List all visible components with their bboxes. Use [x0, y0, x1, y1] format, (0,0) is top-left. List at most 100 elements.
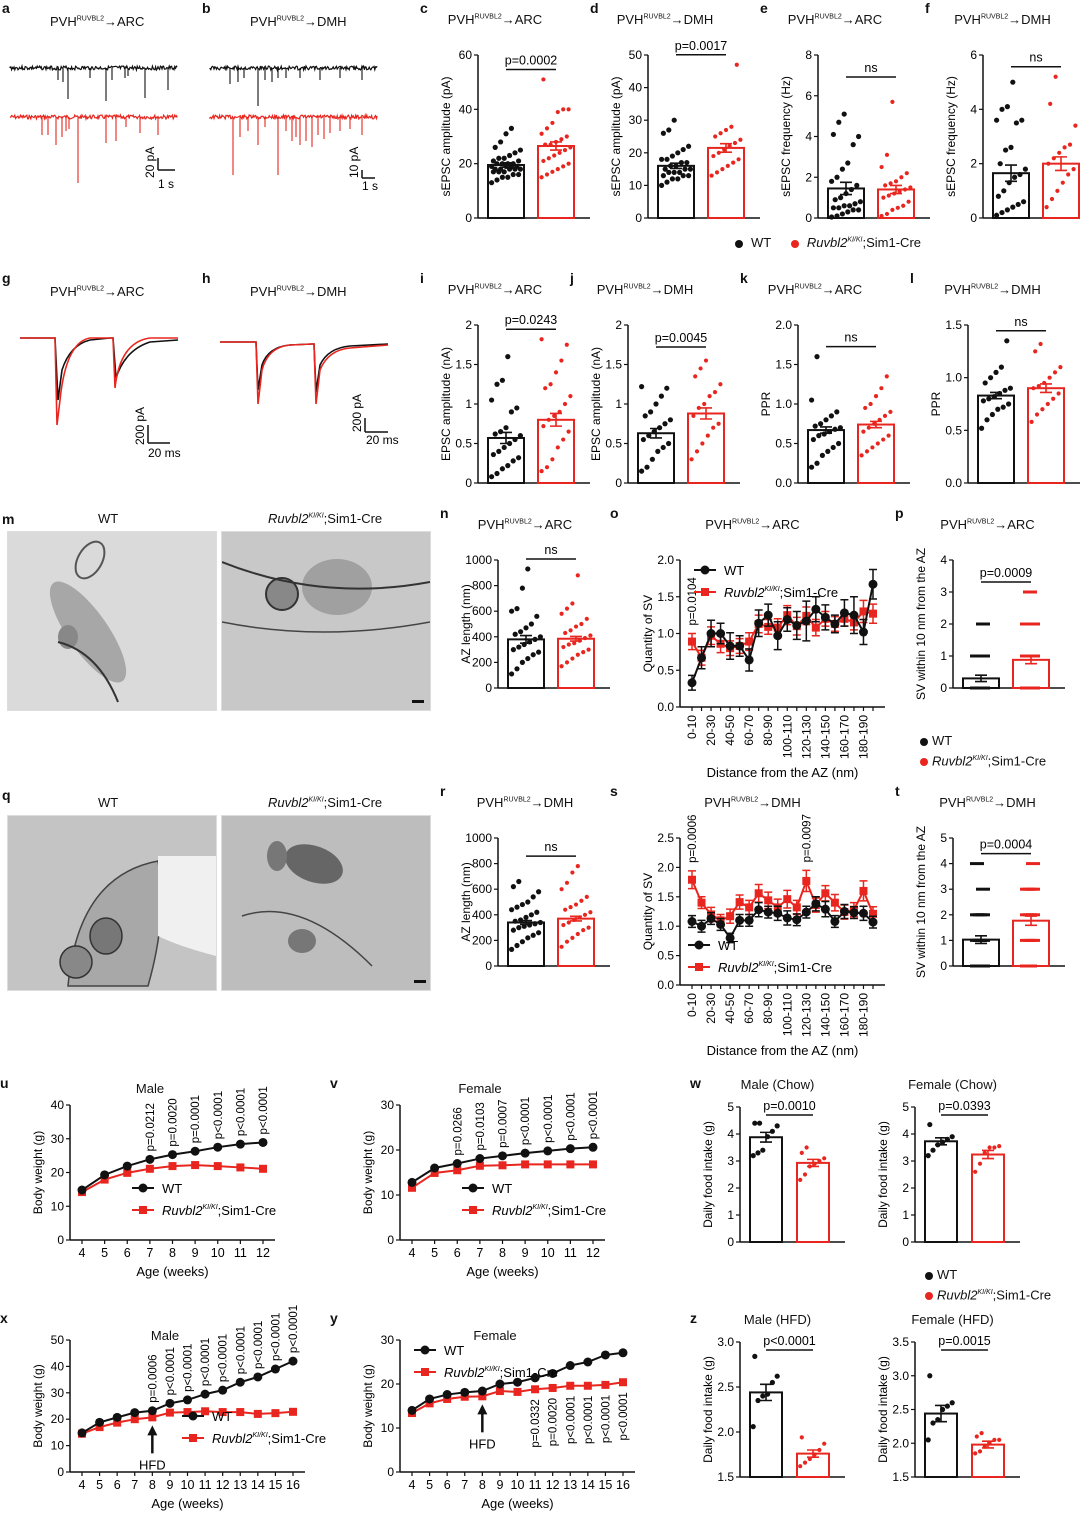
data-point [407, 1405, 417, 1415]
chart-x: x Male 0 10 20 30 40 50 Body weight (g) 4 5 6 7 8 9 10 1… [0, 1305, 330, 1528]
data-point [147, 1406, 157, 1416]
ki-trace [209, 112, 378, 175]
panel-label: i [420, 270, 424, 286]
data-point [548, 382, 553, 387]
y-tick-label: 1.5 [455, 358, 472, 372]
panel-title: PVHRUVBL2→DMH [250, 284, 347, 299]
data-point [503, 425, 509, 431]
data-point [700, 441, 705, 446]
data-point [763, 907, 773, 917]
wt-dot-icon [735, 239, 743, 248]
data-point [509, 907, 515, 913]
data-point [579, 621, 584, 627]
y-tick-label: 0.5 [657, 949, 674, 963]
data-point [550, 120, 555, 126]
data-point [489, 474, 495, 480]
y-tick-label: 200 [472, 655, 492, 669]
data-point [478, 1392, 487, 1401]
data-point [518, 629, 524, 635]
data-point [517, 166, 523, 172]
chart-o: o PVHRUVBL2→ARC 0.0 0.5 1.0 1.5 2.0 Quantity of… [610, 505, 895, 780]
line-chart-svg: 0 10 20 30 Body weight (g) 4 5 6 7 8 9 10 11 12 Age (w… [361, 1091, 606, 1279]
panel-title: Female [473, 1328, 517, 1343]
data-point [258, 1137, 268, 1147]
data-point [828, 413, 834, 419]
y-tick-label: 3.0 [892, 1369, 909, 1383]
data-point [980, 398, 986, 404]
error-bar [935, 1404, 947, 1423]
y-tick-label: 20 [51, 1166, 65, 1180]
data-point [165, 1398, 175, 1408]
error-bar [820, 426, 832, 435]
data-point [1004, 338, 1010, 344]
y-tick-label: 1.5 [775, 358, 792, 372]
data-point [666, 127, 672, 133]
legend-wt: WT [694, 563, 744, 578]
x-tick-label: 7 [146, 1246, 153, 1260]
panel-label: f [925, 0, 930, 16]
data-point [764, 896, 773, 905]
data-point [752, 1120, 758, 1126]
data-point [711, 153, 716, 159]
data-point [868, 401, 873, 407]
legend-wt: WT [414, 1343, 464, 1358]
wt-trace [20, 337, 179, 401]
y-tick-label: 2.0 [657, 860, 674, 874]
panel-label: d [590, 0, 599, 16]
bar-wt [924, 1412, 958, 1479]
y-axis-label: Body weight (g) [31, 1364, 45, 1447]
panel-title: Male [135, 1081, 165, 1096]
y-tick-label: 0 [615, 476, 622, 490]
chart-d: d PVHRUVBL2→DMH 0 10 20 30 40 50 sEPSC amplitude… [590, 0, 760, 225]
y-tick-label: 1 [902, 1208, 909, 1222]
data-point [528, 621, 534, 627]
data-point [830, 916, 840, 926]
panel-label: o [610, 505, 619, 521]
data-point [525, 935, 531, 941]
y-tick-label: 1.0 [945, 371, 962, 385]
data-point [731, 160, 736, 165]
data-point [541, 424, 546, 429]
legend-label: Ruvbl2KI/KI;Sim1-Cre [724, 585, 838, 600]
em-image-ki [221, 815, 431, 991]
bar-ki [537, 145, 575, 219]
data-point [884, 211, 890, 217]
scale-x-label: 1 s [158, 177, 174, 191]
data-point [584, 616, 589, 621]
y-tick-label: 0.5 [605, 437, 622, 451]
data-point [799, 1150, 804, 1155]
x-axis-label: Distance from the AZ (nm) [707, 765, 859, 780]
data-point [989, 411, 995, 418]
scale-x-label: 20 ms [148, 446, 181, 460]
legend-ki: Ruvbl2KI/KI;Sim1-Cre [694, 585, 838, 600]
x-tick-label: 8 [479, 1478, 486, 1492]
y-tick-label: 1.5 [717, 1470, 734, 1484]
trace-baseline [9, 63, 178, 73]
arrow-label: HFD [469, 1436, 496, 1451]
data-point [1073, 123, 1078, 128]
y-tick-label: 3 [902, 1154, 909, 1168]
data-point [498, 139, 504, 145]
data-point [782, 913, 792, 923]
data-point [510, 927, 516, 933]
data-point [754, 889, 763, 898]
data-point [725, 163, 730, 168]
y-tick-label: 40 [51, 1359, 65, 1373]
data-point [503, 131, 509, 137]
data-point [982, 380, 988, 386]
p-value-annotation: p<0.0001 [618, 1392, 630, 1440]
data-point [536, 889, 542, 895]
data-point [510, 884, 516, 890]
data-point [986, 396, 992, 402]
data-point [1021, 199, 1027, 205]
y-tick-label: 4 [970, 102, 977, 116]
data-point [1031, 386, 1036, 391]
data-point [798, 1464, 803, 1469]
scale-bar [147, 425, 170, 444]
data-point [927, 1121, 933, 1128]
data-point [508, 409, 514, 415]
data-point [822, 1441, 827, 1446]
y-tick-label: 2.5 [892, 1403, 909, 1417]
